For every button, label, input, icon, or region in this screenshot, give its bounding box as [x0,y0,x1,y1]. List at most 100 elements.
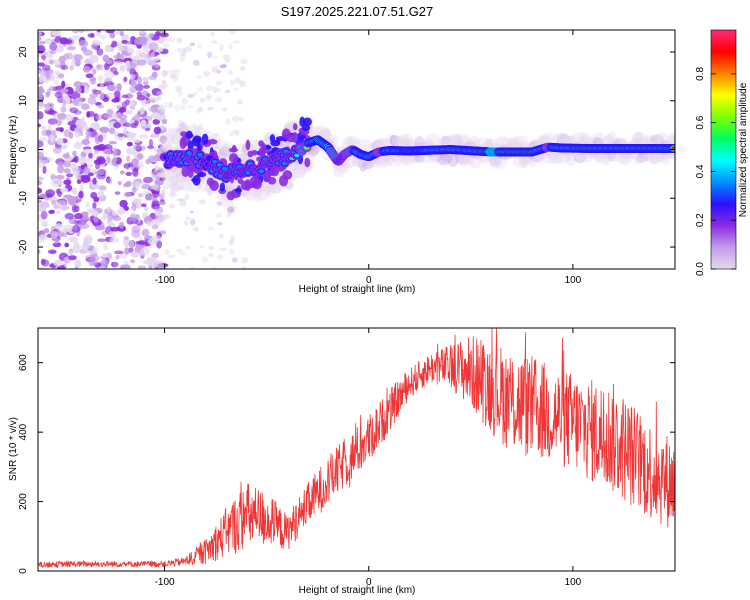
spectrogram-cell [263,134,272,144]
spectrogram-cell [95,225,105,231]
spectrogram-cell [313,125,330,136]
spectrogram-cell [38,91,43,100]
spectrogram-cell [414,152,426,164]
spectrogram-cell [167,254,176,259]
spectrogram-cell [82,65,91,73]
spectrogram-cell [38,161,46,168]
spectrogram-cell [162,214,171,219]
spectrogram-cell [57,73,65,79]
spectrogram-cell [141,119,147,127]
spectrogram-cell [57,160,64,168]
spectrogram-cell [272,182,283,194]
spectrogram-cell [100,35,107,40]
spectrogram-cell [207,107,214,111]
spectrogram-cell [233,86,239,92]
spectrogram-cell [123,236,130,241]
spectrogram-cell [447,153,464,163]
spectrogram-cell [179,54,186,62]
spectrogram-cell [146,256,157,262]
spectrogram-cell [458,133,470,149]
spectrogram-cell [93,149,100,154]
spectrogram-cell [476,137,492,146]
spectrogram-cell [119,265,125,269]
snr-frame [37,327,676,572]
spectrogram-cell [570,132,587,147]
spectrogram-cell [185,130,193,139]
spectrogram-cell [162,176,179,188]
spectrogram-cell [66,173,74,178]
spectrogram-cell [656,153,667,162]
spectrogram-cell [245,139,251,151]
spectrogram-cell [109,31,116,39]
spectrogram-cell [89,78,97,85]
colorbar: 0.0 0.2 0.4 0.6 0.8 Normalized spectral ampl… [695,29,749,276]
spectrogram-cell [206,130,213,135]
spectrogram-cell [85,73,94,79]
spectrogram-cell [151,224,159,230]
spectrogram-cell [511,140,526,149]
spectrogram-cell [53,223,64,230]
spectrogram-cell [125,60,130,69]
spectrogram-cell [230,79,235,87]
spectrogram-cell [82,211,89,218]
spectrogram-cell [139,106,145,115]
spectrogram-cell [186,105,195,109]
spectrogram-cell [210,40,218,44]
spectrogram-cell [121,39,128,44]
spectrogram-cell [176,37,183,44]
spectrogram-cell [197,124,204,130]
spectrogram-cell [41,126,47,130]
spectrogram-cell [96,48,104,56]
spectrogram-cell [152,190,160,198]
spectrogram-cell [159,135,168,144]
spectrogram-cell [38,102,45,110]
spectrogram-cell [170,180,187,191]
colorbar-gradient [710,29,737,270]
spectrogram-cell [47,118,58,125]
spectrogram-cell [131,203,137,212]
spectrogram-cell [92,177,97,185]
spectrogram-cell [132,198,142,205]
spectrogram-cell [119,114,128,120]
spectrogram-cell [131,229,141,238]
spectrogram-cell [165,70,170,75]
spectrogram-cell [126,141,133,147]
spectrogram-cell [575,135,584,146]
spectrogram-cell [157,104,166,112]
spectrogram-cell [177,47,182,53]
spectrogram-cell [158,168,165,174]
spectrogram-cell [159,230,167,235]
spectrogram-cell [50,176,58,183]
spectrogram-cell [124,247,130,255]
spectrogram-cell [304,157,311,168]
spectrogram-cell [41,206,47,213]
spectrogram-cell [51,200,57,206]
spectrogram-cell [180,104,186,110]
spectrogram-cell [192,174,201,186]
spectrogram-cell [253,189,263,203]
spectrogram-cell [454,133,464,146]
spectrogram-cell [130,80,137,88]
spectrogram-cell [136,59,147,66]
spectrogram-cell [125,171,133,176]
spectrogram-cell [142,176,153,184]
spectrogram-cell [131,186,137,194]
spectrogram-y-label: Frequency (Hz) [8,116,19,185]
spectrogram-cell [189,42,196,47]
spectrogram-cell [145,221,154,226]
spectrogram-cell [61,99,67,107]
spectrogram-cell [38,140,44,148]
spectrogram-cell [137,76,142,85]
spectrogram-cell [418,153,435,163]
figure-title: S197.2025.221.07.51.G27 [281,4,434,19]
spectrogram-cell [38,40,46,45]
spectrogram-cell [63,194,73,199]
spectrogram-cell [60,88,69,93]
spectrogram-cell [150,218,159,224]
spectrogram-cell [59,37,69,45]
spectrogram-cell [196,87,204,92]
spectrogram-cell [64,212,75,220]
spectrogram-cell [240,148,246,152]
spectrogram-cell [206,85,214,92]
spectrogram-cell [117,133,124,138]
